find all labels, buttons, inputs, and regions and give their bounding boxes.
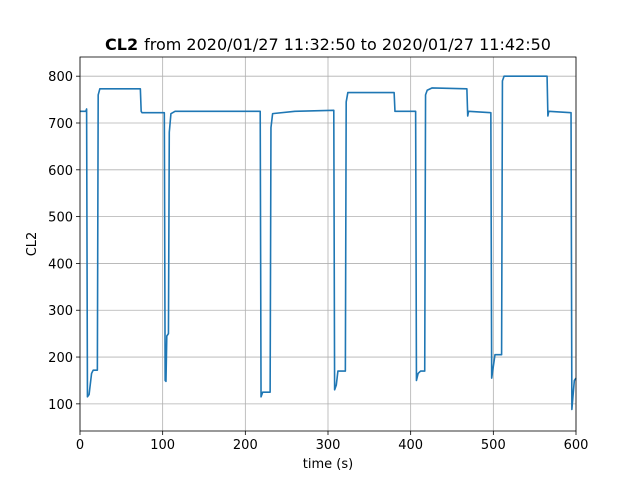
x-tick-label: 200 — [233, 438, 258, 453]
x-tick-label: 0 — [76, 438, 84, 453]
y-axis-label: CL2 — [25, 232, 40, 257]
x-tick-label: 400 — [398, 438, 423, 453]
x-tick-label: 100 — [150, 438, 175, 453]
y-tick-label: 100 — [48, 398, 73, 413]
y-tick-label: 200 — [48, 351, 73, 366]
y-tick-label: 700 — [48, 117, 73, 132]
y-tick-label: 300 — [48, 304, 73, 319]
title-rest: from 2020/01/27 11:32:50 to 2020/01/27 1… — [144, 35, 551, 54]
plot-frame — [79, 56, 577, 432]
chart-title: CL2 from 2020/01/27 11:32:50 to 2020/01/2… — [105, 35, 551, 54]
y-tick-label: 400 — [48, 257, 73, 272]
y-tick-label: 600 — [48, 164, 73, 179]
title-bold: CL2 — [105, 35, 138, 54]
x-axis-label: time (s) — [303, 457, 353, 472]
x-tick-label: 600 — [564, 438, 589, 453]
y-tick-label: 500 — [48, 211, 73, 226]
data-line — [80, 75, 577, 411]
x-tick-label: 300 — [316, 438, 341, 453]
y-tick-label: 800 — [48, 70, 73, 85]
x-tick-label: 500 — [481, 438, 506, 453]
